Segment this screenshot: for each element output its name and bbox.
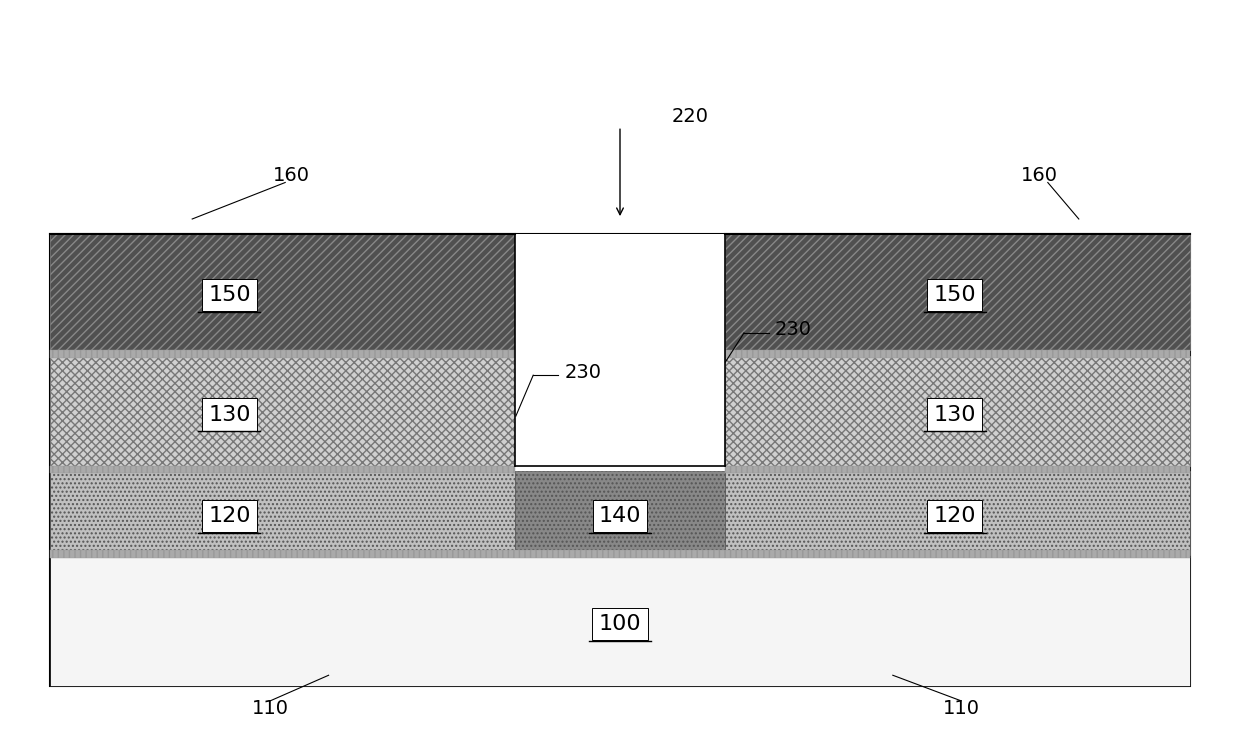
Text: 130: 130 — [208, 404, 250, 425]
Bar — [725, 234, 1190, 350]
Text: 230: 230 — [775, 320, 812, 339]
Bar — [515, 234, 725, 466]
Bar — [725, 350, 1190, 358]
Text: 160: 160 — [273, 166, 310, 185]
Text: 150: 150 — [934, 285, 976, 305]
Bar — [50, 471, 515, 555]
Text: 150: 150 — [208, 285, 250, 305]
Text: 100: 100 — [599, 614, 641, 634]
Bar — [515, 471, 725, 555]
Text: 110: 110 — [942, 699, 980, 718]
Bar — [725, 356, 1190, 466]
Bar — [50, 234, 1190, 686]
Bar — [50, 350, 515, 358]
Text: 160: 160 — [1021, 166, 1058, 185]
Bar — [725, 466, 1190, 473]
Text: 120: 120 — [934, 506, 976, 526]
Text: 130: 130 — [934, 404, 976, 425]
Bar — [50, 555, 1190, 686]
Bar — [725, 471, 1190, 555]
Bar — [50, 234, 515, 350]
Bar — [50, 356, 515, 466]
Text: 120: 120 — [208, 506, 250, 526]
Text: 230: 230 — [564, 363, 601, 382]
Text: 220: 220 — [672, 107, 709, 126]
Text: 110: 110 — [252, 699, 289, 718]
Bar — [50, 550, 1190, 558]
Bar — [50, 466, 515, 473]
Text: 140: 140 — [599, 506, 641, 526]
